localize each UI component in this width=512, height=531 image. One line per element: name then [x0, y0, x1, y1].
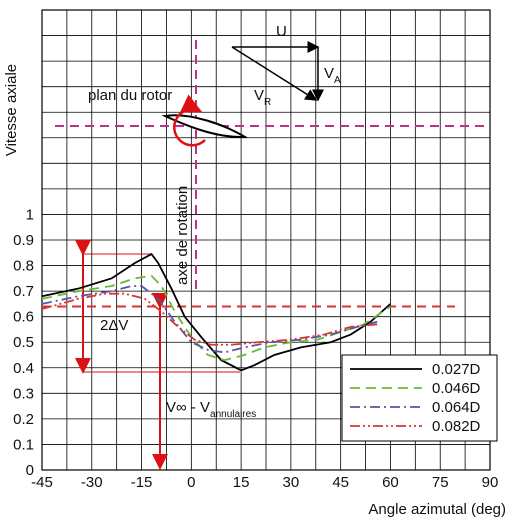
plot-frame: [41, 9, 491, 471]
vinf-label: V∞ - Vannulaires: [166, 399, 256, 420]
series-line: [41, 292, 378, 346]
y-tick-label: 0.1: [13, 436, 34, 453]
y-tick-label: 0.7: [13, 283, 34, 300]
delta-label: 2ΔV: [100, 317, 128, 334]
y-tick-label: 0.2: [13, 411, 34, 428]
rotation-arrow: [173, 94, 206, 147]
legend-label: 0.027D: [432, 361, 481, 378]
y-tick-label: 0.4: [13, 360, 34, 377]
y-tick-label: 1: [26, 206, 34, 223]
x-tick-label: -45: [31, 474, 53, 491]
legend-label: 0.046D: [432, 380, 481, 397]
vr-label: VR: [254, 87, 271, 108]
va-main: V: [324, 65, 334, 82]
x-tick-label: 45: [332, 474, 349, 491]
x-axis-label: Angle azimutal (deg): [368, 501, 506, 518]
airfoil: [161, 114, 249, 139]
y-tick-label: 0.6: [13, 309, 34, 326]
series-line: [41, 285, 378, 354]
va-label: VA: [324, 65, 341, 86]
x-tick-label: 0: [187, 474, 195, 491]
x-tick-label: -15: [131, 474, 153, 491]
y-tick-label: 0.8: [13, 258, 34, 275]
rotor-plane-label: plan du rotor: [88, 87, 172, 104]
y-axis-label: Vitesse axiale: [3, 64, 20, 156]
rotation-axis-label: axe de rotation: [174, 186, 191, 285]
y-tick-label: 0.3: [13, 385, 34, 402]
vr-sub: R: [264, 97, 271, 108]
u-label: U: [276, 23, 287, 40]
vr-main: V: [254, 87, 264, 104]
series-line: [41, 252, 392, 372]
y-tick-label: 0: [26, 462, 34, 479]
x-tick-label: 75: [432, 474, 449, 491]
vinf-sub: annulaires: [210, 409, 256, 420]
va-sub: A: [334, 75, 341, 86]
legend-label: 0.082D: [432, 418, 481, 435]
x-tick-label: -30: [81, 474, 103, 491]
x-tick-label: 60: [382, 474, 399, 491]
vector-vr: [231, 46, 318, 101]
y-tick-label: 0.5: [13, 334, 34, 351]
legend-label: 0.064D: [432, 399, 481, 416]
series-line: [41, 274, 391, 362]
y-tick-label: 0.9: [13, 232, 34, 249]
x-tick-label: 90: [482, 474, 499, 491]
vinf-main: V∞ - V: [166, 399, 210, 416]
diagram: [55, 40, 488, 470]
x-tick-label: 30: [283, 474, 300, 491]
x-tick-label: 15: [233, 474, 250, 491]
